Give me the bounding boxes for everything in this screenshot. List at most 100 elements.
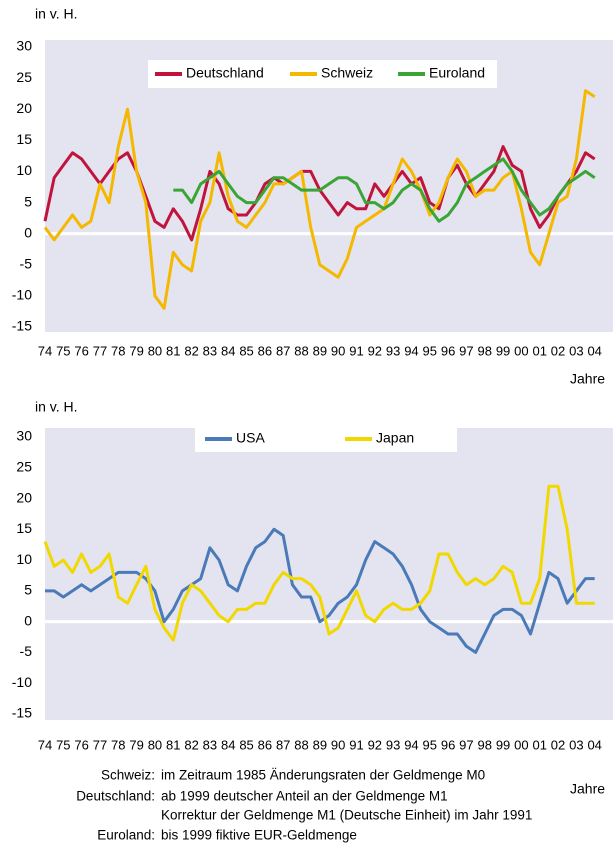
x-tick-label: 97 xyxy=(459,737,473,752)
y-tick-label: 0 xyxy=(24,224,32,240)
legend-label: Euroland xyxy=(429,65,485,81)
footnote-label: Deutschland: xyxy=(76,789,155,804)
data-line xyxy=(173,157,596,223)
x-tick-label: 90 xyxy=(331,343,345,358)
x-tick-label: 79 xyxy=(129,343,143,358)
x-tick-label: 02 xyxy=(551,737,565,752)
x-tick-label: 95 xyxy=(423,343,437,358)
x-tick-label: 01 xyxy=(532,737,546,752)
x-tick-label: 95 xyxy=(423,737,437,752)
x-tick-label: 80 xyxy=(148,737,162,752)
y-tick-label: 10 xyxy=(16,162,32,178)
legend-label: Japan xyxy=(376,430,414,446)
x-tick-label: 98 xyxy=(478,737,492,752)
x-tick-label: 85 xyxy=(239,737,253,752)
x-tick-label: 92 xyxy=(368,343,382,358)
x-tick-label: 91 xyxy=(349,737,363,752)
y-tick-label: 20 xyxy=(16,489,32,505)
legend-label: Schweiz xyxy=(321,65,373,81)
legend-label: USA xyxy=(236,430,265,446)
y-tick-label: -5 xyxy=(20,643,33,659)
x-tick-label: 85 xyxy=(239,343,253,358)
x-tick-label: 77 xyxy=(93,343,107,358)
y-tick-label: 10 xyxy=(16,551,32,567)
y-tick-label: 30 xyxy=(16,428,32,444)
x-tick-label: 93 xyxy=(386,343,400,358)
footnote-label: Schweiz: xyxy=(101,768,155,783)
x-tick-label: 89 xyxy=(313,343,327,358)
y-tick-label: 20 xyxy=(16,100,32,116)
legend-label: Deutschland xyxy=(186,65,264,81)
y-tick-label: 5 xyxy=(24,193,32,209)
legend xyxy=(148,60,497,88)
y-tick-label: 25 xyxy=(16,458,32,474)
footnote-label: Euroland: xyxy=(97,828,155,843)
y-tick-label: 0 xyxy=(24,612,32,628)
x-tick-label: 94 xyxy=(404,737,418,752)
x-tick-label: 83 xyxy=(203,737,217,752)
x-tick-label: 82 xyxy=(184,737,198,752)
x-tick-label: 78 xyxy=(111,343,125,358)
y-axis-label: in v. H. xyxy=(35,6,78,22)
x-tick-label: 93 xyxy=(386,737,400,752)
y-tick-label: -10 xyxy=(12,287,32,303)
x-tick-label: 81 xyxy=(166,343,180,358)
y-tick-label: 15 xyxy=(16,131,32,147)
footnote-text: Korrektur der Geldmenge M1 (Deutsche Ein… xyxy=(161,808,532,823)
x-tick-label: 76 xyxy=(74,343,88,358)
x-tick-label: 75 xyxy=(56,737,70,752)
legend xyxy=(195,426,457,452)
x-tick-label: 86 xyxy=(258,343,272,358)
x-axis-label: Jahre xyxy=(570,781,605,797)
x-tick-label: 77 xyxy=(93,737,107,752)
footnote-text: ab 1999 deutscher Anteil an der Geldmeng… xyxy=(161,789,448,804)
x-tick-label: 92 xyxy=(368,737,382,752)
x-tick-label: 01 xyxy=(532,343,546,358)
x-tick-label: 79 xyxy=(129,737,143,752)
plot-area xyxy=(45,428,613,720)
data-line xyxy=(43,89,596,310)
x-tick-label: 90 xyxy=(331,737,345,752)
y-tick-label: 30 xyxy=(16,38,32,54)
x-tick-label: 81 xyxy=(166,737,180,752)
x-tick-label: 98 xyxy=(478,343,492,358)
x-tick-label: 74 xyxy=(38,737,52,752)
x-tick-label: 02 xyxy=(551,343,565,358)
x-tick-label: 76 xyxy=(74,737,88,752)
x-tick-label: 87 xyxy=(276,343,290,358)
x-tick-label: 82 xyxy=(184,343,198,358)
y-tick-label: -5 xyxy=(20,255,33,271)
x-tick-label: 88 xyxy=(294,737,308,752)
x-tick-label: 03 xyxy=(569,737,583,752)
x-tick-label: 83 xyxy=(203,343,217,358)
y-tick-label: -10 xyxy=(12,674,32,690)
y-axis-label: in v. H. xyxy=(35,399,78,415)
footnote-text: bis 1999 fiktive EUR-Geldmenge xyxy=(161,828,357,843)
x-tick-label: 96 xyxy=(441,343,455,358)
x-tick-label: 04 xyxy=(587,343,601,358)
x-tick-label: 00 xyxy=(514,343,528,358)
y-tick-label: 25 xyxy=(16,69,32,85)
x-tick-label: 84 xyxy=(221,343,235,358)
x-tick-label: 74 xyxy=(38,343,52,358)
x-tick-label: 88 xyxy=(294,343,308,358)
y-tick-label: -15 xyxy=(12,705,32,721)
x-tick-label: 97 xyxy=(459,343,473,358)
x-tick-label: 91 xyxy=(349,343,363,358)
x-tick-label: 99 xyxy=(496,737,510,752)
x-tick-label: 03 xyxy=(569,343,583,358)
x-tick-label: 86 xyxy=(258,737,272,752)
x-tick-label: 78 xyxy=(111,737,125,752)
x-tick-label: 04 xyxy=(587,737,601,752)
x-tick-label: 99 xyxy=(496,343,510,358)
x-tick-label: 96 xyxy=(441,737,455,752)
x-tick-label: 00 xyxy=(514,737,528,752)
y-tick-label: -15 xyxy=(12,318,32,334)
y-tick-label: 15 xyxy=(16,520,32,536)
x-tick-label: 75 xyxy=(56,343,70,358)
footnote-text: im Zeitraum 1985 Änderungsraten der Geld… xyxy=(161,768,485,783)
data-line xyxy=(45,527,595,654)
data-line xyxy=(43,484,595,642)
x-tick-label: 89 xyxy=(313,737,327,752)
